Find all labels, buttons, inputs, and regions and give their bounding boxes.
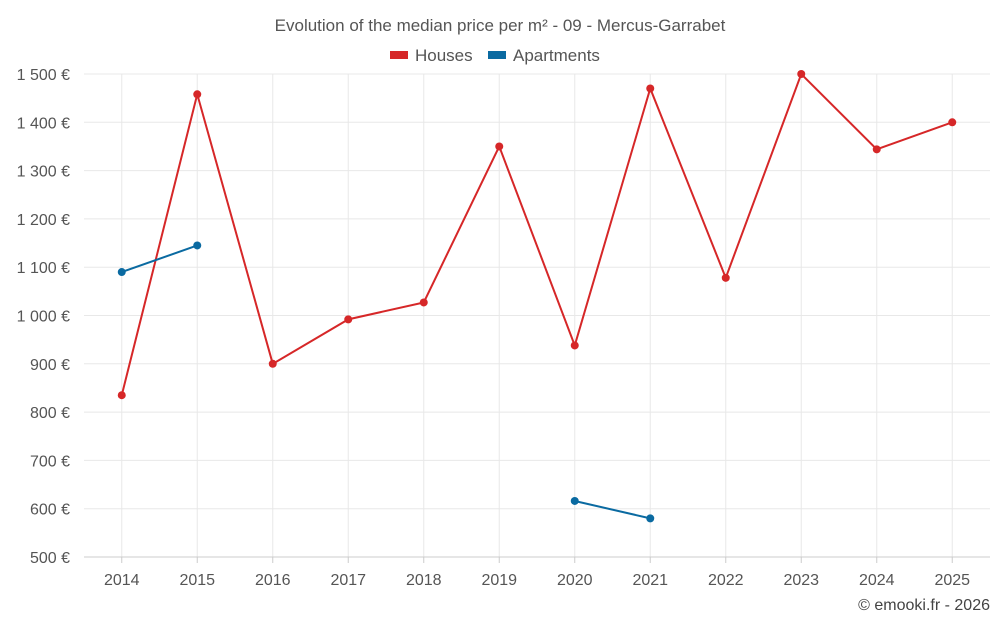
y-tick-label: 900 € [30, 357, 70, 374]
chart-title: Evolution of the median price per m² - 0… [275, 16, 726, 35]
data-point-houses[interactable] [797, 70, 806, 78]
x-tick-label: 2023 [783, 572, 819, 589]
x-tick-label: 2014 [104, 572, 140, 589]
grid [84, 73, 990, 557]
data-point-apartments[interactable] [570, 496, 579, 505]
y-tick-label: 500 € [30, 550, 70, 567]
x-tick-label: 2016 [255, 572, 291, 589]
data-point-apartments[interactable] [193, 241, 202, 250]
legend: Houses Apartments [390, 46, 600, 65]
data-point-apartments[interactable] [646, 514, 655, 523]
data-point-houses[interactable] [570, 341, 579, 350]
x-tick-label: 2024 [859, 572, 895, 589]
series [117, 70, 957, 523]
legend-label-apartments: Apartments [513, 46, 600, 65]
series-line-houses [120, 72, 953, 396]
x-tick-label: 2025 [934, 572, 970, 589]
data-point-houses[interactable] [419, 298, 428, 307]
data-point-houses[interactable] [268, 359, 277, 368]
data-point-houses[interactable] [193, 90, 202, 99]
legend-swatch-houses [390, 51, 408, 59]
series-apartments [117, 241, 655, 523]
data-point-houses[interactable] [948, 118, 957, 127]
data-point-houses[interactable] [117, 391, 126, 400]
y-tick-label: 1 200 € [17, 212, 70, 229]
y-tick-label: 700 € [30, 453, 70, 470]
data-point-houses[interactable] [344, 315, 353, 324]
series-line-apartments [574, 499, 651, 520]
y-tick-label: 1 300 € [17, 164, 70, 181]
data-point-houses[interactable] [646, 84, 655, 93]
x-tick-label: 2022 [708, 572, 744, 589]
x-tick-label: 2019 [481, 572, 517, 589]
legend-swatch-apartments [488, 51, 506, 59]
y-tick-label: 1 000 € [17, 309, 70, 326]
data-point-houses[interactable] [495, 142, 504, 151]
legend-label-houses: Houses [415, 46, 473, 65]
data-point-apartments[interactable] [117, 268, 126, 277]
data-point-houses[interactable] [872, 145, 881, 154]
credit: © emooki.fr - 2026 [858, 597, 990, 614]
y-tick-label: 600 € [30, 502, 70, 519]
axes: 500 € 600 € 700 € 800 € 900 € 1 000 € 1 100 € 1… [17, 67, 990, 589]
data-point-houses[interactable] [721, 273, 730, 282]
y-tick-label: 1 500 € [17, 67, 70, 84]
x-tick-label: 2018 [406, 572, 442, 589]
x-tick-label: 2021 [632, 572, 668, 589]
legend-item-apartments[interactable]: Apartments [488, 46, 600, 65]
x-tick-label: 2020 [557, 572, 593, 589]
y-tick-label: 800 € [30, 405, 70, 422]
y-tick-label: 1 100 € [17, 260, 70, 277]
y-tick-label: 1 400 € [17, 115, 70, 132]
legend-item-houses[interactable]: Houses [390, 46, 473, 65]
series-houses [117, 70, 957, 400]
x-tick-label: 2015 [179, 572, 215, 589]
x-tick-label: 2017 [330, 572, 366, 589]
series-line-apartments [121, 244, 198, 273]
